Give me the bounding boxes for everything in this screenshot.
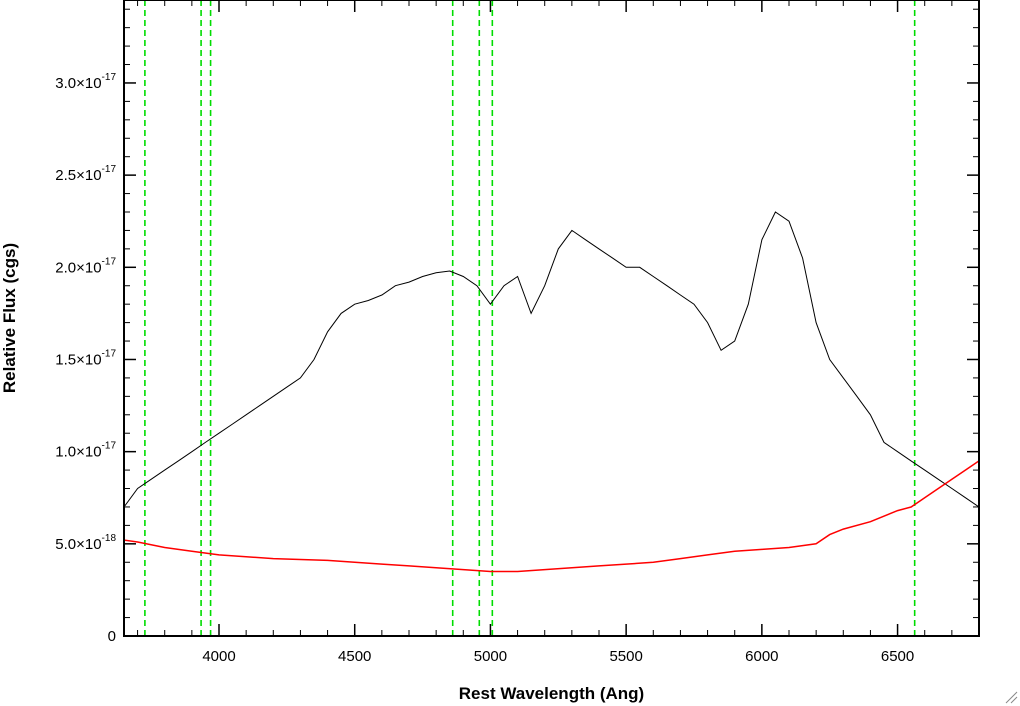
resize-grip-icon[interactable] — [1004, 690, 1018, 704]
x-tick-label-4: 6000 — [745, 648, 778, 665]
x-tick-label-0: 4000 — [202, 648, 235, 665]
y-tick-label-4: 2.0×10-17 — [55, 256, 116, 276]
x-tick-label-1: 4500 — [338, 648, 371, 665]
y-tick-label-1: 5.0×10-18 — [55, 533, 116, 553]
axis-ticks: 4000 4500 5000 5500 6000 6500 0 5.0×10-18 1.0×10… — [55, 0, 980, 665]
y-tick-label-6: 3.0×10-17 — [55, 72, 116, 92]
x-tick-label-5: 6500 — [881, 648, 914, 665]
plot-frame — [123, 0, 980, 637]
y-tick-label-3: 1.5×10-17 — [55, 348, 116, 368]
y-tick-label-5: 2.5×10-17 — [55, 164, 116, 184]
x-tick-label-2: 5000 — [474, 648, 507, 665]
model-series-line — [124, 460, 979, 573]
plot-content — [124, 0, 979, 636]
flux-series-line — [124, 211, 979, 508]
y-axis-title: Relative Flux (cgs) — [0, 243, 19, 393]
y-tick-label-2: 1.0×10-17 — [55, 441, 116, 461]
x-axis-title: Rest Wavelength (Ang) — [459, 684, 644, 703]
x-tick-label-3: 5500 — [609, 648, 642, 665]
y-tick-label-0: 0 — [108, 628, 116, 645]
